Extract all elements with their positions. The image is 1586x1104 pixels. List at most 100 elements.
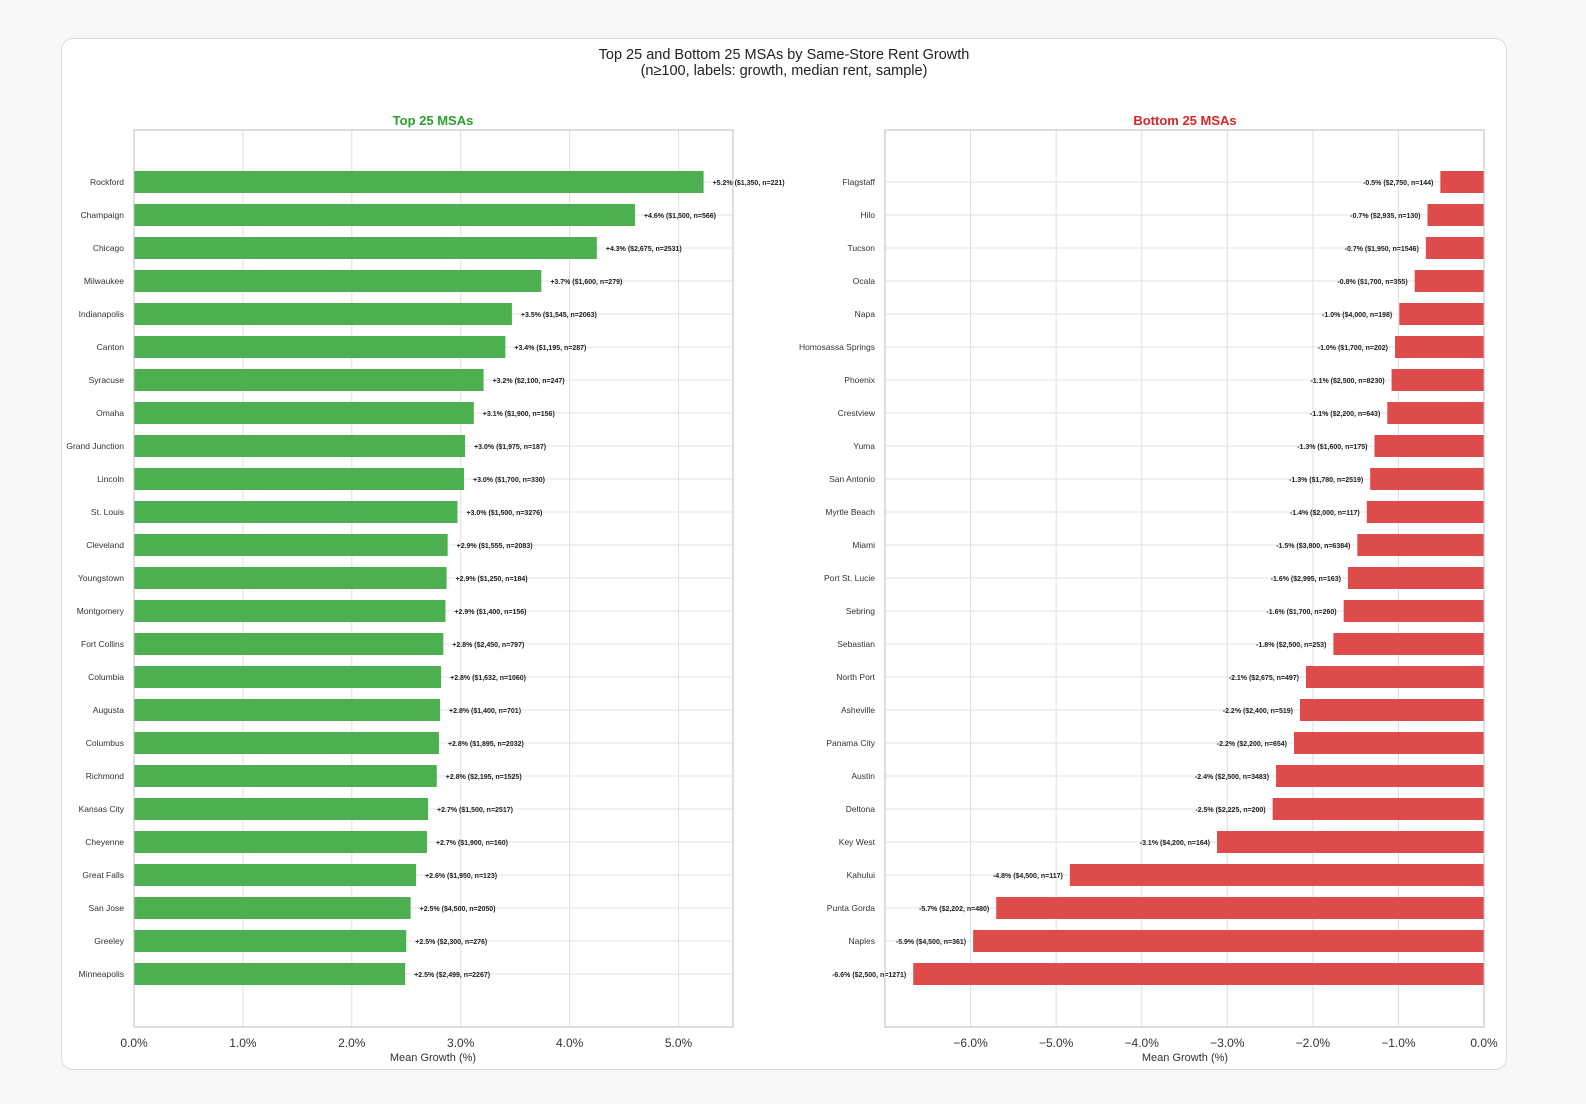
bar[interactable] xyxy=(1387,402,1484,424)
bar[interactable] xyxy=(1427,204,1484,226)
bar-data-label: -3.1% ($4,200, n=164) xyxy=(1140,840,1210,847)
top-25-panel: 0.0% 1.0% 2.0% 3.0% 4.0% 5.0% Rockford Champaig… xyxy=(66,113,784,1064)
bar[interactable] xyxy=(134,732,439,754)
bar[interactable] xyxy=(1357,534,1484,556)
top-25-x-axis-label: Mean Growth (%) xyxy=(390,1052,476,1064)
bar-data-label: -2.2% ($2,200, n=654) xyxy=(1217,741,1287,748)
y-tick-label: Columbia xyxy=(88,672,124,682)
bar[interactable] xyxy=(134,171,704,193)
bar[interactable] xyxy=(134,369,484,391)
bar[interactable] xyxy=(134,402,474,424)
x-tick-label: 0.0% xyxy=(120,1036,148,1050)
bar-data-label: +2.6% ($1,950, n=123) xyxy=(425,873,497,880)
bar-data-label: -1.3% ($1,600, n=175) xyxy=(1297,444,1367,451)
bar-data-label: -2.1% ($2,675, n=497) xyxy=(1229,675,1299,682)
bar[interactable] xyxy=(1217,831,1484,853)
bar[interactable] xyxy=(134,435,466,457)
bar[interactable] xyxy=(1347,567,1484,589)
y-tick-label: Greeley xyxy=(94,936,125,946)
bar[interactable] xyxy=(1300,699,1484,721)
bar[interactable] xyxy=(1272,798,1484,820)
bar[interactable] xyxy=(1425,237,1484,259)
bar[interactable] xyxy=(134,666,442,688)
bar-data-label: +3.2% ($2,100, n=247) xyxy=(493,378,565,385)
y-tick-label: Yuma xyxy=(853,441,875,451)
bar[interactable] xyxy=(1366,501,1484,523)
bar[interactable] xyxy=(1306,666,1484,688)
bar-data-label: -0.7% ($2,935, n=130) xyxy=(1350,213,1420,220)
bar[interactable] xyxy=(134,468,464,490)
y-tick-label: Grand Junction xyxy=(66,441,124,451)
bar[interactable] xyxy=(973,930,1484,952)
bar[interactable] xyxy=(134,237,597,259)
bar-data-label: +2.9% ($1,250, n=184) xyxy=(456,576,528,583)
y-tick-label: San Jose xyxy=(89,903,125,913)
x-tick-label: 1.0% xyxy=(229,1036,257,1050)
bar-data-label: -0.7% ($1,950, n=1546) xyxy=(1345,246,1419,253)
x-tick-label: 3.0% xyxy=(447,1036,475,1050)
y-tick-label: Tucson xyxy=(847,243,875,253)
bar[interactable] xyxy=(134,534,448,556)
bar[interactable] xyxy=(134,600,446,622)
chart-card: Top 25 and Bottom 25 MSAs by Same-Store … xyxy=(61,38,1507,1070)
bar-data-label: +2.9% ($1,400, n=156) xyxy=(454,609,526,616)
bar[interactable] xyxy=(134,930,407,952)
bar[interactable] xyxy=(1069,864,1484,886)
bar[interactable] xyxy=(134,963,406,985)
bar[interactable] xyxy=(134,270,542,292)
bar-data-label: +2.8% ($2,450, n=797) xyxy=(452,642,524,649)
bar[interactable] xyxy=(134,864,417,886)
bar[interactable] xyxy=(134,798,429,820)
bar[interactable] xyxy=(134,204,635,226)
bar[interactable] xyxy=(1399,303,1484,325)
bar-data-label: -0.8% ($1,700, n=355) xyxy=(1337,279,1407,286)
x-tick-label: −1.0% xyxy=(1381,1036,1416,1050)
bar[interactable] xyxy=(134,831,427,853)
y-tick-label: Panama City xyxy=(826,738,875,748)
y-tick-label: Minneapolis xyxy=(79,969,124,979)
y-tick-label: Great Falls xyxy=(82,870,124,880)
bar[interactable] xyxy=(913,963,1484,985)
bar[interactable] xyxy=(134,567,447,589)
y-tick-label: Phoenix xyxy=(844,375,875,385)
bar[interactable] xyxy=(1333,633,1484,655)
y-tick-label: Indianapolis xyxy=(79,309,124,319)
bar[interactable] xyxy=(1414,270,1484,292)
bar[interactable] xyxy=(1440,171,1484,193)
bar[interactable] xyxy=(1391,369,1484,391)
bar[interactable] xyxy=(134,501,458,523)
bar-data-label: -1.0% ($4,000, n=198) xyxy=(1322,312,1392,319)
bar[interactable] xyxy=(134,633,444,655)
bar[interactable] xyxy=(134,336,506,358)
bar[interactable] xyxy=(1276,765,1484,787)
bar-data-label: -1.4% ($2,000, n=117) xyxy=(1290,510,1360,517)
bar[interactable] xyxy=(996,897,1484,919)
y-tick-label: Cheyenne xyxy=(85,837,124,847)
y-tick-label: Champaign xyxy=(81,210,125,220)
bar[interactable] xyxy=(134,303,512,325)
bar-data-label: +2.7% ($1,900, n=160) xyxy=(436,840,508,847)
y-tick-label: Chicago xyxy=(93,243,124,253)
bar[interactable] xyxy=(134,765,437,787)
y-tick-label: Canton xyxy=(97,342,125,352)
bar-data-label: +2.8% ($1,895, n=2032) xyxy=(448,741,524,748)
bar[interactable] xyxy=(134,897,411,919)
bar-data-label: -5.9% ($4,500, n=361) xyxy=(896,939,966,946)
bar[interactable] xyxy=(1294,732,1484,754)
bar[interactable] xyxy=(1395,336,1484,358)
bar[interactable] xyxy=(1370,468,1484,490)
bar-data-label: -1.6% ($2,995, n=163) xyxy=(1271,576,1341,583)
y-tick-label: Milwaukee xyxy=(84,276,124,286)
y-tick-label: Columbus xyxy=(86,738,124,748)
bar[interactable] xyxy=(1343,600,1484,622)
bar-data-label: -4.8% ($4,500, n=117) xyxy=(993,873,1063,880)
x-tick-label: −4.0% xyxy=(1125,1036,1160,1050)
bar[interactable] xyxy=(134,699,441,721)
y-tick-label: Flagstaff xyxy=(843,177,876,187)
y-tick-label: Omaha xyxy=(96,408,124,418)
bar[interactable] xyxy=(1374,435,1484,457)
y-tick-label: Ocala xyxy=(853,276,875,286)
y-tick-label: North Port xyxy=(836,672,875,682)
bar-data-label: -1.8% ($2,500, n=253) xyxy=(1256,642,1326,649)
plot-frame xyxy=(884,129,1485,1028)
